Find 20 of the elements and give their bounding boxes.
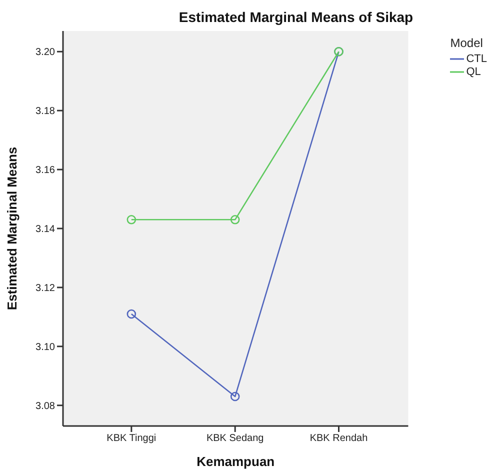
y-tick-label: 3.08: [36, 400, 56, 412]
y-tick-label: 3.10: [36, 342, 56, 353]
legend-title: Model: [450, 36, 484, 50]
y-tick-label: 3.18: [36, 106, 56, 118]
x-tick-label: KBK Tinggi: [106, 433, 156, 444]
y-axis-title: Estimated Marginal Means: [4, 146, 20, 310]
point: [126, 215, 136, 224]
point: [126, 309, 136, 319]
chart-title: Estimated Marginal Means of Sikap: [178, 9, 414, 25]
legend-label: CTL: [466, 52, 487, 64]
x-axis-title: Kemampuan: [196, 454, 275, 469]
y-tick-label: 3.16: [36, 165, 56, 176]
x-tick-label: KBK Rendah: [310, 433, 368, 444]
point: [230, 215, 240, 224]
y-tick-label: 3.20: [36, 47, 56, 58]
y-tick-label: 3.14: [36, 224, 56, 236]
x-tick-label: KBK Sedang: [206, 433, 264, 444]
point: [230, 392, 240, 402]
y-tick-label: 3.12: [36, 283, 56, 294]
legend-label: QL: [466, 66, 481, 78]
